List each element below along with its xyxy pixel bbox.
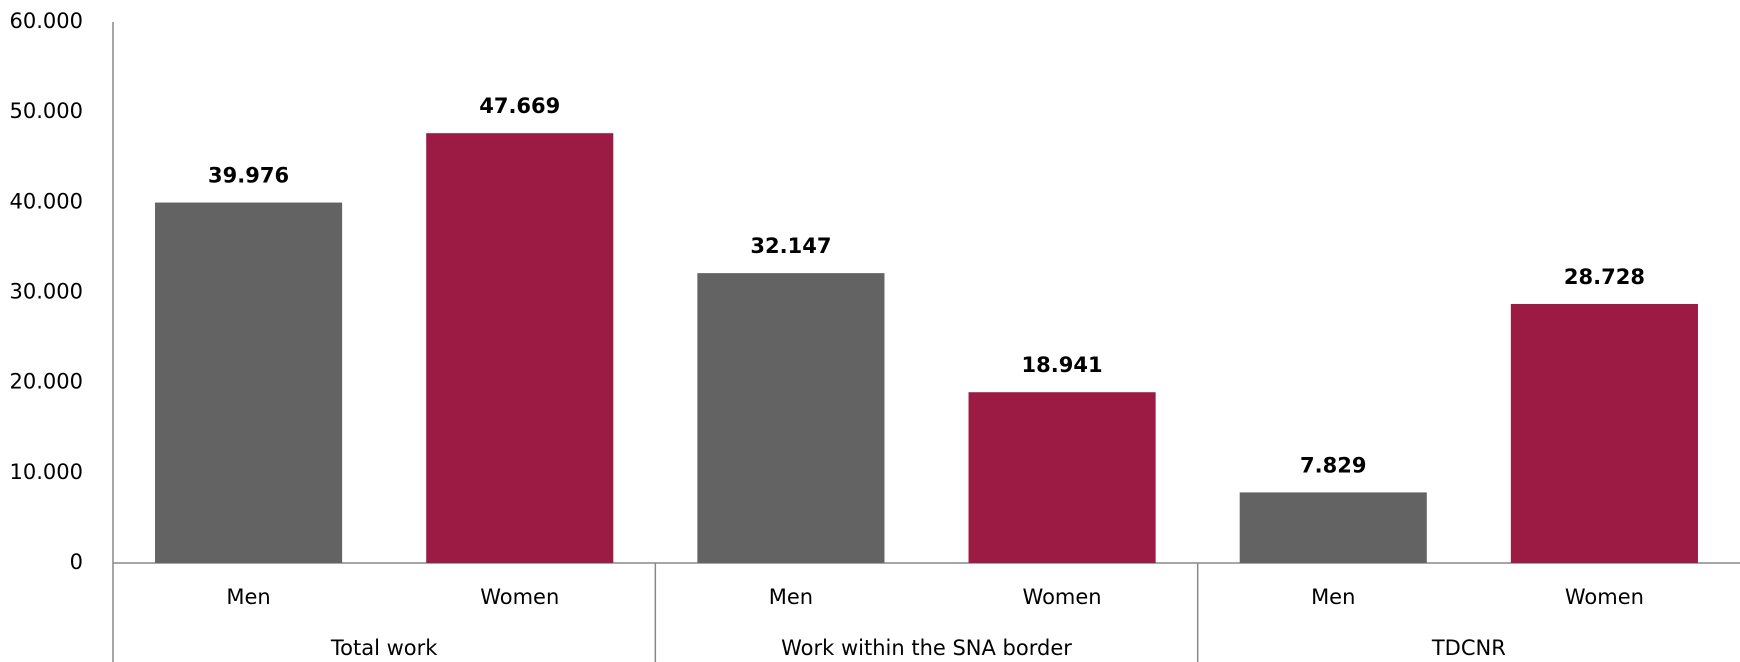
y-tick-label: 30.000 bbox=[10, 280, 83, 304]
y-tick-label: 60.000 bbox=[10, 9, 83, 33]
value-label: 18.941 bbox=[1022, 353, 1103, 377]
bar bbox=[1239, 492, 1427, 563]
x-tick-label: Women bbox=[480, 585, 559, 609]
x-tick-label: Women bbox=[1023, 585, 1102, 609]
x-tick-label: Men bbox=[1311, 585, 1355, 609]
x-tick-label: Men bbox=[769, 585, 813, 609]
group-label: TDCNR bbox=[1431, 636, 1506, 660]
bar bbox=[697, 273, 885, 563]
group-label: Work within the SNA border bbox=[781, 636, 1072, 660]
y-tick-label: 40.000 bbox=[10, 189, 83, 213]
value-label: 32.147 bbox=[750, 234, 831, 258]
x-tick-label: Men bbox=[226, 585, 270, 609]
group-label: Total work bbox=[330, 636, 438, 660]
value-label: 28.728 bbox=[1564, 265, 1645, 289]
bar bbox=[426, 133, 614, 563]
value-label: 7.829 bbox=[1300, 453, 1366, 477]
value-label: 39.976 bbox=[208, 164, 289, 188]
bar bbox=[968, 392, 1156, 563]
bar bbox=[155, 202, 343, 563]
y-tick-label: 0 bbox=[70, 550, 83, 574]
y-tick-label: 10.000 bbox=[10, 460, 83, 484]
value-label: 47.669 bbox=[479, 94, 560, 118]
bar bbox=[1510, 303, 1698, 563]
y-tick-label: 20.000 bbox=[10, 370, 83, 394]
y-tick-label: 50.000 bbox=[10, 99, 83, 123]
x-tick-label: Women bbox=[1565, 585, 1644, 609]
